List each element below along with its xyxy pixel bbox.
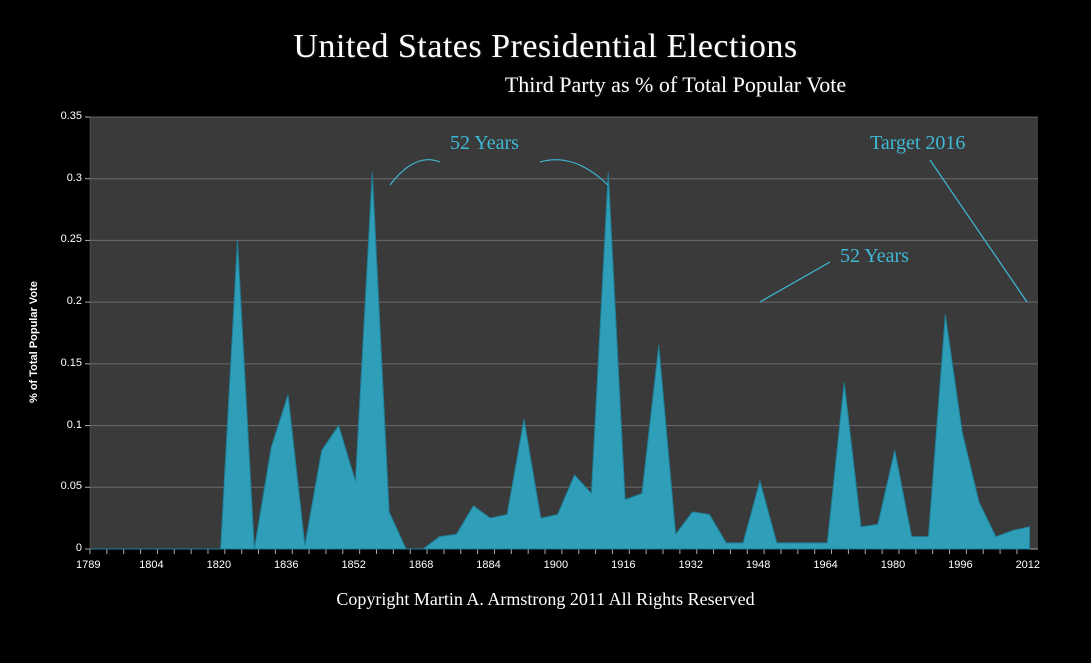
x-tick-label: 1980: [881, 559, 905, 571]
y-tick-label: 0.05: [61, 480, 82, 492]
y-tick-label: 0.35: [61, 110, 82, 122]
x-tick-label: 1868: [409, 559, 433, 571]
x-tick-label: 1996: [948, 559, 972, 571]
y-tick-label: 0.15: [61, 357, 82, 369]
x-tick-label: 1836: [274, 559, 298, 571]
chart-frame: United States Presidential Elections Thi…: [0, 0, 1091, 663]
x-tick-label: 1932: [679, 559, 703, 571]
copyright-text: Copyright Martin A. Armstrong 2011 All R…: [0, 589, 1091, 610]
y-tick-label: 0.3: [67, 172, 82, 184]
x-tick-label: 2012: [1016, 559, 1040, 571]
x-tick-label: 1948: [746, 559, 770, 571]
annotation-52-years-left: 52 Years: [450, 132, 519, 155]
y-tick-label: 0: [76, 542, 82, 554]
x-tick-label: 1804: [139, 559, 163, 571]
x-tick-label: 1789: [76, 559, 100, 571]
y-tick-label: 0.2: [67, 295, 82, 307]
annotation-52-years-right: 52 Years: [840, 245, 909, 268]
annotation-target-2016: Target 2016: [870, 132, 965, 155]
y-tick-label: 0.1: [67, 419, 82, 431]
x-tick-label: 1884: [476, 559, 500, 571]
x-tick-label: 1964: [813, 559, 837, 571]
x-tick-label: 1820: [207, 559, 231, 571]
x-tick-label: 1852: [341, 559, 365, 571]
x-tick-label: 1916: [611, 559, 635, 571]
y-tick-label: 0.25: [61, 233, 82, 245]
x-tick-label: 1900: [544, 559, 568, 571]
